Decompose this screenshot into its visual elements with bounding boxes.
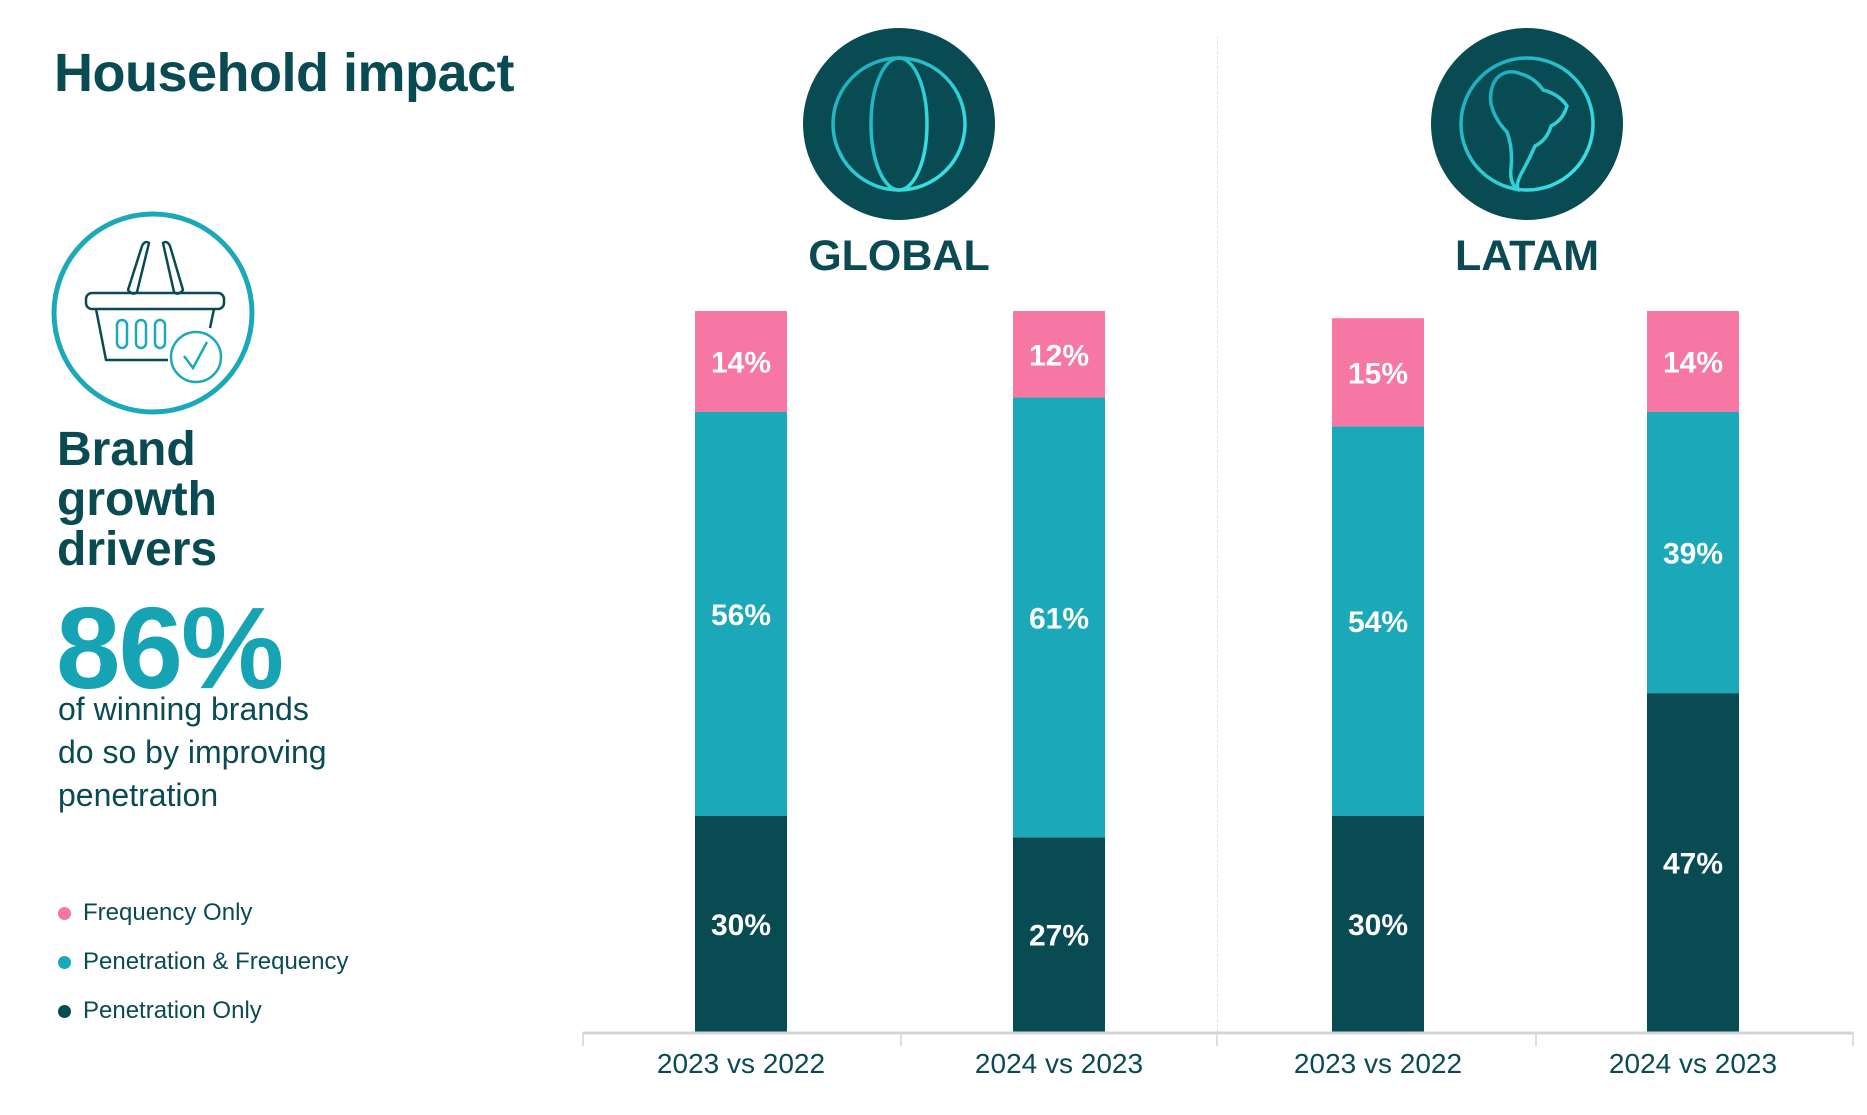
bar-value-label: 30% xyxy=(1348,909,1408,942)
bar-value-label: 30% xyxy=(711,909,771,942)
shopping-basket-check-icon xyxy=(51,211,255,415)
legend-dot-icon xyxy=(58,906,71,920)
region-label-latam: LATAM xyxy=(1454,232,1600,280)
bar-segment xyxy=(1647,693,1739,1032)
page-title: Household impact xyxy=(54,43,515,103)
globe-icon xyxy=(803,28,995,220)
description-line: of winning brands xyxy=(58,691,309,727)
bar-segment xyxy=(695,815,787,1032)
south-america-icon xyxy=(1431,28,1623,220)
bar-value-label: 61% xyxy=(1029,602,1089,635)
bar-value-label: 56% xyxy=(711,599,771,632)
legend-dot-icon xyxy=(58,955,71,969)
region-divider xyxy=(1217,36,1218,1032)
bar-segment xyxy=(1013,837,1105,1032)
bar-segment xyxy=(1013,397,1105,838)
bar-value-label: 14% xyxy=(1663,346,1723,379)
legend-item-frequency-only: Frequency Only xyxy=(58,899,252,927)
headline-line: drivers xyxy=(57,523,218,576)
bar-segment xyxy=(1647,411,1739,694)
big-stat: 86% xyxy=(56,583,284,713)
legend-item-penetration-only: Penetration Only xyxy=(58,997,262,1025)
headline-line: Brand xyxy=(57,423,196,476)
description-line: do so by improving xyxy=(58,734,327,770)
stat-description: of winning brands do so by improving pen… xyxy=(58,688,327,817)
bar-segment xyxy=(1332,318,1424,427)
headline-line: growth xyxy=(57,473,217,526)
legend-label: Frequency Only xyxy=(83,899,253,926)
description-line: penetration xyxy=(58,777,219,813)
headline: Brand growth drivers xyxy=(57,425,217,575)
bar-value-label: 15% xyxy=(1348,357,1408,390)
bar-value-label: 12% xyxy=(1029,339,1089,372)
region-label-global: GLOBAL xyxy=(808,232,990,280)
x-tick-label: 2023 vs 2022 xyxy=(656,1048,826,1079)
x-tick-label: 2024 vs 2023 xyxy=(1608,1048,1778,1079)
bar-segment xyxy=(695,311,787,412)
bar-segment xyxy=(695,411,787,816)
bar-segment xyxy=(1013,311,1105,398)
bar-segment xyxy=(1332,815,1424,1032)
bar-segment xyxy=(1647,311,1739,412)
legend-label: Penetration Only xyxy=(83,997,262,1024)
bar-value-label: 54% xyxy=(1348,606,1408,639)
bar-value-label: 47% xyxy=(1663,848,1723,881)
bar-value-label: 27% xyxy=(1029,920,1089,953)
legend-dot-icon xyxy=(58,1004,71,1018)
x-tick-label: 2023 vs 2022 xyxy=(1293,1048,1463,1079)
bar-value-label: 14% xyxy=(711,346,771,379)
bar-segment xyxy=(1332,426,1424,816)
bar-value-label: 39% xyxy=(1663,538,1723,571)
x-tick-label: 2024 vs 2023 xyxy=(974,1048,1144,1079)
legend-item-penetration-frequency: Penetration & Frequency xyxy=(58,948,349,976)
legend-label: Penetration & Frequency xyxy=(83,948,349,975)
